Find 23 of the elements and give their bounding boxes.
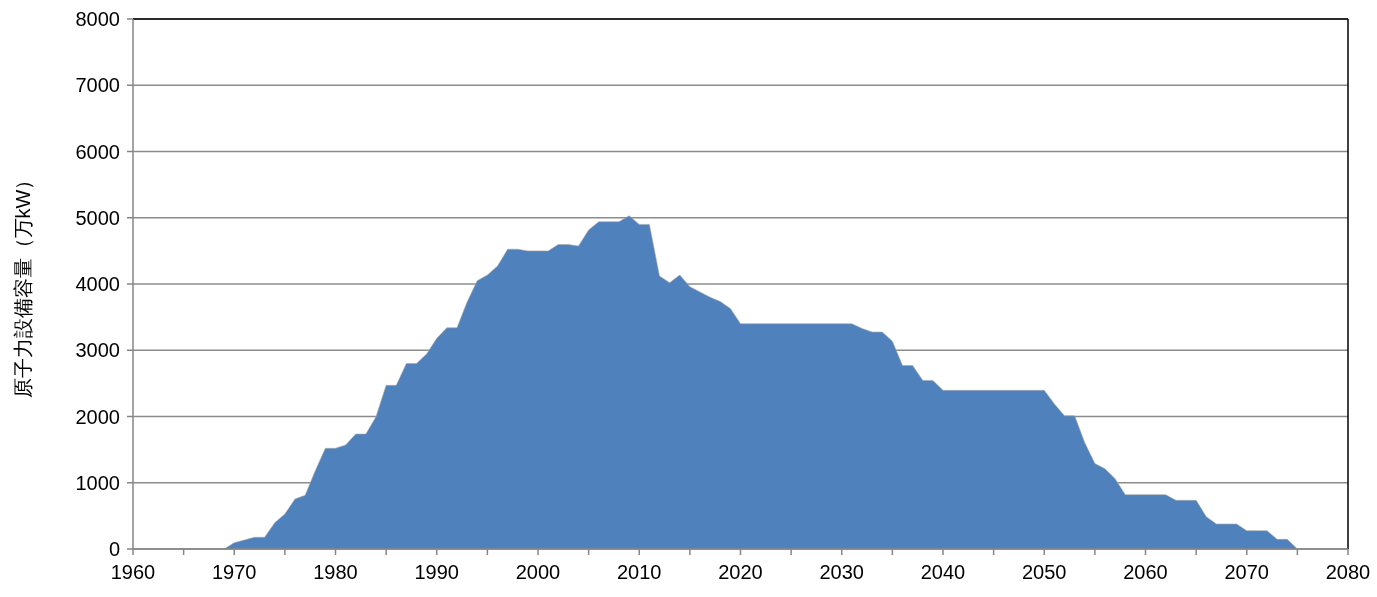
y-tick-label: 8000 [75, 8, 120, 30]
x-tick-label: 2030 [819, 561, 864, 583]
x-tick-label: 1970 [212, 561, 257, 583]
y-tick-label: 2000 [75, 405, 120, 428]
x-tick-label: 1980 [313, 561, 358, 583]
x-tick-label: 1990 [414, 561, 459, 583]
y-tick-label: 1000 [75, 471, 120, 494]
x-tick-label: 2040 [920, 561, 966, 583]
y-tick-label: 6000 [75, 140, 120, 163]
x-tick-label: 1960 [110, 561, 156, 583]
x-tick-label: 2000 [515, 561, 561, 583]
x-tick-label: 2070 [1224, 561, 1269, 583]
y-tick-label: 5000 [75, 206, 120, 229]
x-tick-label: 2060 [1123, 561, 1168, 583]
y-tick-label: 7000 [75, 74, 120, 97]
y-tick-label: 3000 [75, 339, 120, 362]
y-axis-title: 原子力設備容量（万kW） [12, 169, 34, 399]
x-tick-label: 2050 [1022, 561, 1067, 583]
x-tick-label: 2080 [1325, 561, 1371, 583]
x-tick-label: 2010 [617, 561, 662, 583]
x-tick-label: 2020 [718, 561, 763, 583]
y-tick-label: 4000 [75, 273, 120, 295]
y-tick-label: 0 [108, 538, 120, 560]
